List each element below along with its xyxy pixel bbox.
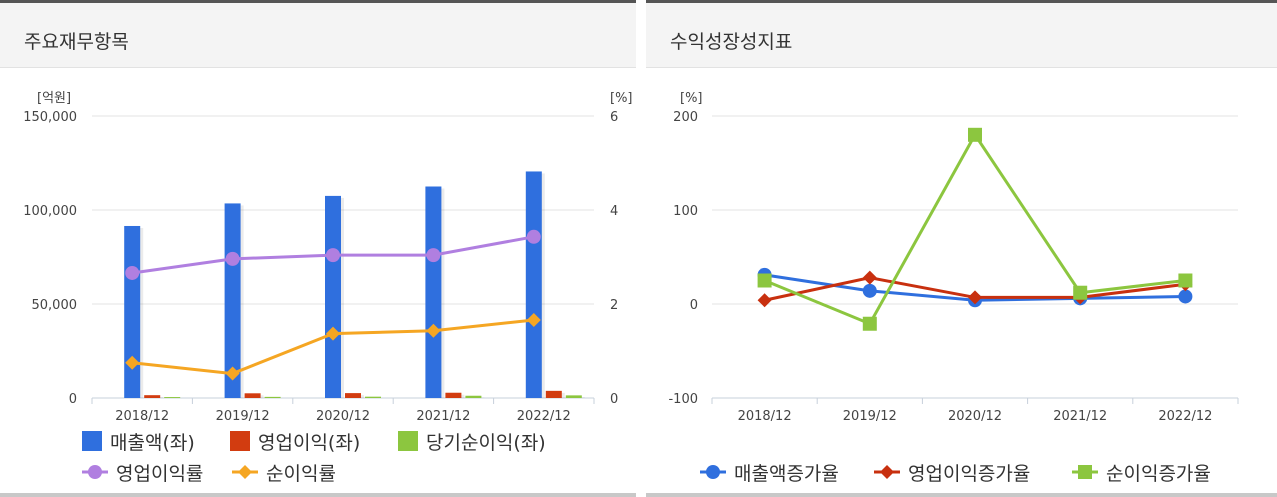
growth-indicators-chart: 200 100 0 -100 [%] 2018/12 2019/12 2020/12 2021/…	[668, 91, 1239, 485]
legend-marker	[706, 465, 720, 479]
panel-header: 주요재무항목	[0, 0, 636, 68]
line-point	[225, 366, 240, 381]
financial-items-chart: 150,000 100,000 50,000 0 6 4 2 0 [억원] [%] 2018/12 2…	[23, 91, 633, 485]
legend-swatch	[230, 431, 250, 451]
legend-label: 영업이익률	[116, 463, 203, 485]
legend-marker	[88, 465, 102, 479]
line-point	[225, 251, 240, 266]
bar	[425, 186, 442, 398]
legend-marker	[1078, 465, 1092, 479]
line-point	[426, 323, 441, 338]
legend-label: 영업이익증가율	[908, 463, 1030, 485]
bar	[365, 396, 381, 398]
legend-marker	[238, 465, 252, 479]
y-unit-label: [%]	[680, 91, 703, 106]
line-point	[326, 248, 340, 263]
x-tick-label: 2018/12	[115, 409, 169, 424]
x-tick-label: 2021/12	[416, 409, 470, 424]
y-tick-label: 50,000	[32, 298, 78, 313]
bar	[124, 225, 141, 398]
bar	[565, 395, 582, 398]
line-point	[1178, 273, 1193, 288]
y-right-unit-label: [%]	[610, 91, 633, 106]
line-point	[1178, 289, 1193, 304]
y-tick-label: 150,000	[23, 110, 77, 125]
bar	[525, 171, 542, 398]
line-point	[426, 248, 441, 263]
bar	[244, 393, 261, 398]
line-point	[125, 355, 140, 370]
line-point	[757, 293, 772, 308]
legend-label: 순이익률	[266, 463, 336, 485]
line-point	[1073, 285, 1088, 300]
legend-label: 영업이익(좌)	[258, 432, 360, 454]
panel-title: 수익성장성지표	[670, 31, 793, 53]
y-right-tick-label: 2	[610, 298, 618, 313]
x-tick-label: 2022/12	[1158, 409, 1212, 424]
x-tick-label: 2019/12	[216, 409, 270, 424]
line-point	[757, 273, 772, 288]
x-tick-label: 2022/12	[517, 409, 571, 424]
bar	[545, 390, 562, 398]
legend-label: 당기순이익(좌)	[426, 432, 546, 454]
y-tick-label: 100,000	[23, 204, 77, 219]
x-tick-label: 2021/12	[1053, 409, 1107, 424]
x-tick-label: 2020/12	[316, 409, 370, 424]
line-point	[526, 229, 541, 244]
bar	[445, 392, 462, 398]
line-point	[862, 283, 877, 298]
line-point	[125, 265, 140, 280]
y-right-tick-label: 4	[610, 204, 618, 219]
panel-header: 수익성장성지표	[646, 0, 1277, 68]
y-right-tick-label: 6	[610, 110, 618, 125]
panel-bottom-border	[0, 493, 636, 497]
line-point	[326, 326, 340, 341]
legend-marker	[880, 465, 894, 479]
bar	[164, 397, 181, 398]
bar	[325, 195, 341, 398]
panel-title: 주요재무항목	[24, 31, 129, 53]
growth-indicators-panel: 수익성장성지표 200 100 0 -100 [%] 2018/12 2019/12 2020…	[646, 0, 1277, 497]
x-tick-label: 2018/12	[738, 409, 792, 424]
line-point	[526, 312, 541, 327]
y-right-tick-label: 0	[610, 392, 618, 407]
y-tick-label: 100	[673, 204, 698, 219]
legend-swatch	[82, 431, 102, 451]
panel-bottom-border	[646, 493, 1277, 497]
y-unit-label: [억원]	[37, 91, 71, 106]
legend-label: 매출액증가율	[734, 463, 839, 485]
legend-label: 매출액(좌)	[110, 432, 195, 454]
legend-label: 순이익증가율	[1106, 463, 1211, 485]
line-point	[862, 316, 877, 331]
x-tick-label: 2020/12	[948, 409, 1002, 424]
y-tick-label: 0	[69, 392, 77, 407]
bar	[465, 395, 482, 398]
bar	[224, 203, 241, 398]
y-tick-label: -100	[668, 392, 698, 407]
bar	[264, 396, 281, 398]
y-tick-label: 200	[673, 110, 698, 125]
line-point	[968, 127, 982, 142]
legend-swatch	[398, 431, 418, 451]
x-tick-label: 2019/12	[843, 409, 897, 424]
bar	[144, 395, 161, 398]
bar	[345, 393, 361, 398]
line-point	[968, 290, 982, 305]
financial-items-panel: 주요재무항목 150,000 100,000 50,000 0 6 4 2 0 [억원] [%] 2…	[0, 0, 636, 497]
y-tick-label: 0	[690, 298, 698, 313]
line-point	[862, 270, 877, 285]
